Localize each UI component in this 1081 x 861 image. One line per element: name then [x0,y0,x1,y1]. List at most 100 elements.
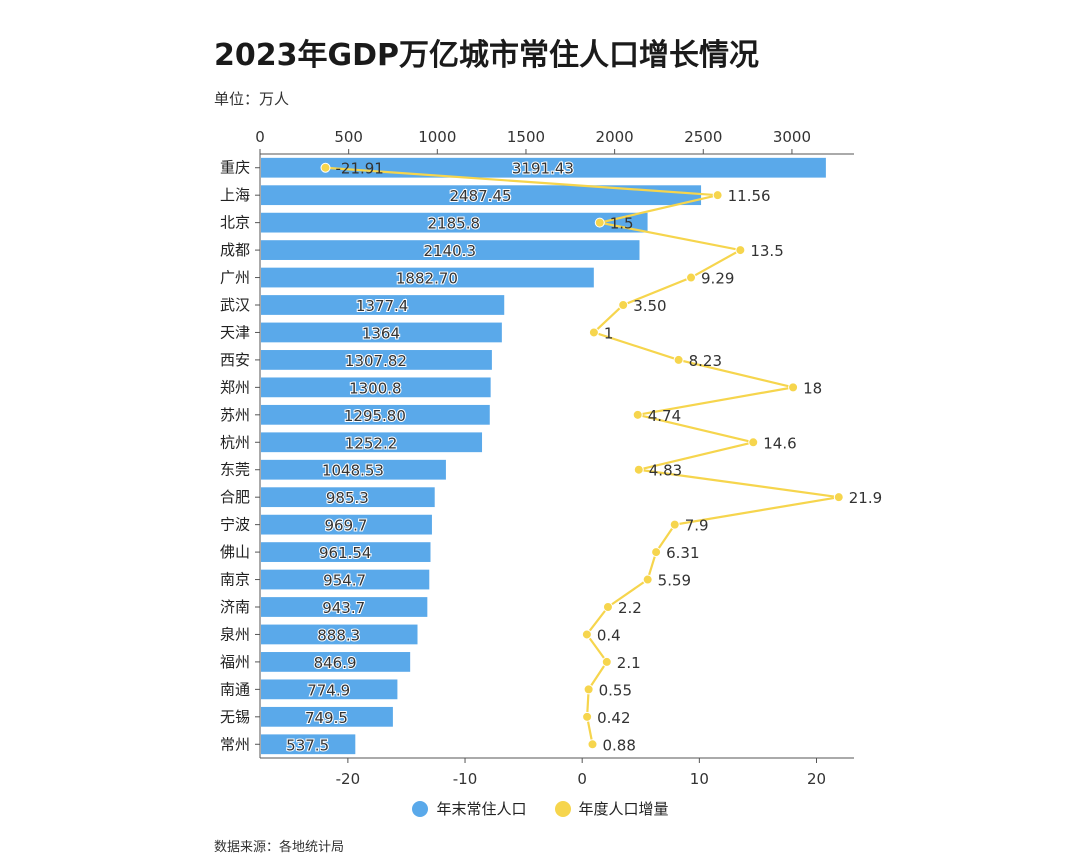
population-bar-label: 943.7 [322,599,365,617]
population-bar [261,404,490,425]
category-label: 福州 [220,653,250,671]
increase-point [712,190,723,201]
population-bar [261,652,411,672]
category-label: 武汉 [220,296,250,314]
increase-point [673,354,684,365]
category-label: 佛山 [220,543,250,561]
increase-point [632,409,643,420]
population-bar-label: 1364 [362,324,400,342]
population-bar [261,542,431,562]
increase-point-label: 6.31 [666,544,699,562]
category-label: 郑州 [220,378,250,396]
increase-point [582,711,593,722]
population-bar-label: 1295.80 [344,407,406,425]
category-label: 济南 [220,598,250,616]
increase-point-label: 2.1 [617,654,641,672]
population-bar [261,350,492,370]
increase-point [642,574,653,585]
category-label: 成都 [220,241,250,259]
unit-label: 单位：万人 [214,90,290,108]
legend-label-population: 年末常住人口 [436,800,527,818]
increase-point-label: 9.29 [701,270,734,288]
category-label: 苏州 [220,406,250,424]
bottom-axis-tick-label: 10 [690,770,709,788]
population-bar [261,432,483,453]
category-label: 重庆 [220,159,250,177]
population-bar [261,267,594,288]
category-label: 东莞 [220,461,250,479]
increase-point-label: 3.50 [633,297,666,315]
population-bar [261,185,702,206]
category-label: 南京 [220,571,250,589]
top-axis-tick-label: 1500 [507,128,545,146]
category-label: 宁波 [220,516,250,534]
population-bar [261,295,505,315]
population-bar-label: 1377.4 [356,297,409,315]
population-bar [261,734,356,755]
category-label: 杭州 [220,433,250,451]
population-bar-label: 888.3 [317,626,360,644]
population-bar [261,514,432,535]
category-label: 广州 [220,269,250,287]
legend-item-population[interactable]: 年末常住人口 [412,798,527,819]
increase-point [320,162,331,173]
population-bar [261,487,435,508]
category-label: 西安 [220,351,250,369]
population-bar-label: 3191.43 [512,160,574,178]
increase-point-label: 1.5 [610,215,634,233]
population-bar-label: 985.3 [326,489,369,507]
legend-item-increase[interactable]: 年度人口增量 [554,798,669,819]
category-label: 常州 [220,735,250,753]
increase-point [618,300,629,310]
population-bar-label: 774.9 [307,681,350,699]
increase-line [325,166,839,745]
increase-point-label: -21.91 [335,160,383,178]
increase-point-label: 0.55 [599,681,632,699]
population-bar [261,597,428,617]
population-bar-label: 749.5 [305,709,348,727]
top-axis-tick-label: 2500 [684,128,722,146]
increase-point-label: 0.4 [597,626,621,644]
increase-point-label: 21.9 [849,489,882,507]
legend-dot-increase [554,800,571,817]
increase-point [588,327,599,338]
population-bar-label: 537.5 [286,736,329,754]
increase-point-label: 4.74 [648,407,681,425]
increase-point-label: 11.56 [728,187,771,205]
category-label: 无锡 [220,708,250,726]
increase-point-label: 13.5 [750,242,783,260]
increase-point-label: 2.2 [618,599,642,617]
increase-point [594,217,605,228]
population-bar [261,624,418,645]
bottom-axis-tick-label: 20 [807,770,826,788]
increase-point-label: 0.42 [597,709,630,727]
population-bar [261,212,648,233]
increase-point-label: 18 [803,379,822,397]
bottom-axis-tick-label: -10 [453,770,478,788]
increase-point [735,245,746,256]
increase-point [602,602,613,612]
population-bar-label: 2487.45 [450,187,512,205]
increase-point [581,629,592,640]
category-label: 北京 [220,214,250,232]
increase-point [601,656,612,667]
top-axis-tick-label: 3000 [773,128,811,146]
increase-point-label: 14.6 [763,434,796,452]
category-label: 南通 [220,680,250,698]
increase-point [583,684,594,695]
increase-point-label: 0.88 [602,736,635,754]
population-bar-label: 846.9 [314,654,357,672]
population-bar-label: 1252.2 [345,434,398,452]
increase-point-label: 5.59 [658,572,691,590]
population-bar-label: 2185.8 [428,215,481,233]
increase-point-label: 1 [604,324,614,342]
category-label: 天津 [220,323,250,341]
top-axis-tick-label: 2000 [596,128,634,146]
population-bar-label: 961.54 [319,544,372,562]
legend-dot-population [412,800,429,817]
population-bar [261,679,398,700]
chart-title: 2023年GDP万亿城市常住人口增长情况 [214,38,760,73]
source-note: 数据来源：各地统计局 [214,840,345,855]
population-bar [261,706,393,727]
